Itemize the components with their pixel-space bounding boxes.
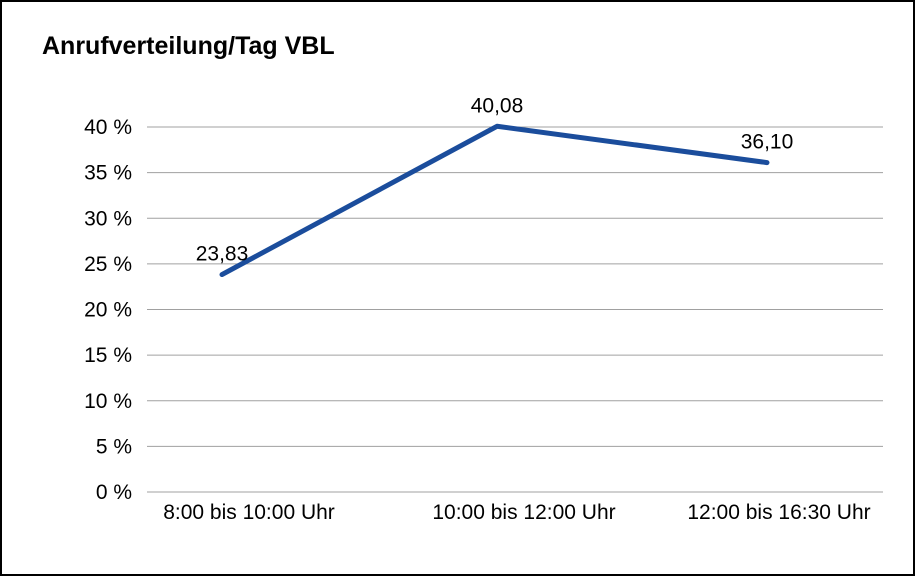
y-tick-label: 0 % bbox=[96, 481, 132, 504]
chart-line bbox=[219, 123, 770, 278]
x-tick-label: 8:00 bis 10:00 Uhr bbox=[163, 501, 335, 524]
chart-title: Anrufverteilung/Tag VBL bbox=[42, 32, 335, 60]
y-tick-label: 15 % bbox=[84, 344, 132, 367]
data-point-label: 36,10 bbox=[741, 131, 794, 154]
y-tick-label: 35 % bbox=[84, 162, 132, 185]
y-tick-label: 5 % bbox=[96, 435, 132, 458]
x-tick-label: 12:00 bis 16:30 Uhr bbox=[687, 501, 870, 524]
y-tick-label: 40 % bbox=[84, 116, 132, 139]
x-tick-label: 10:00 bis 12:00 Uhr bbox=[432, 501, 615, 524]
y-tick-label: 20 % bbox=[84, 299, 132, 322]
y-tick-label: 10 % bbox=[84, 390, 132, 413]
y-tick-label: 25 % bbox=[84, 253, 132, 276]
y-tick-label: 30 % bbox=[84, 207, 132, 230]
data-point-label: 23,83 bbox=[196, 243, 249, 266]
data-point-label: 40,08 bbox=[471, 94, 524, 117]
